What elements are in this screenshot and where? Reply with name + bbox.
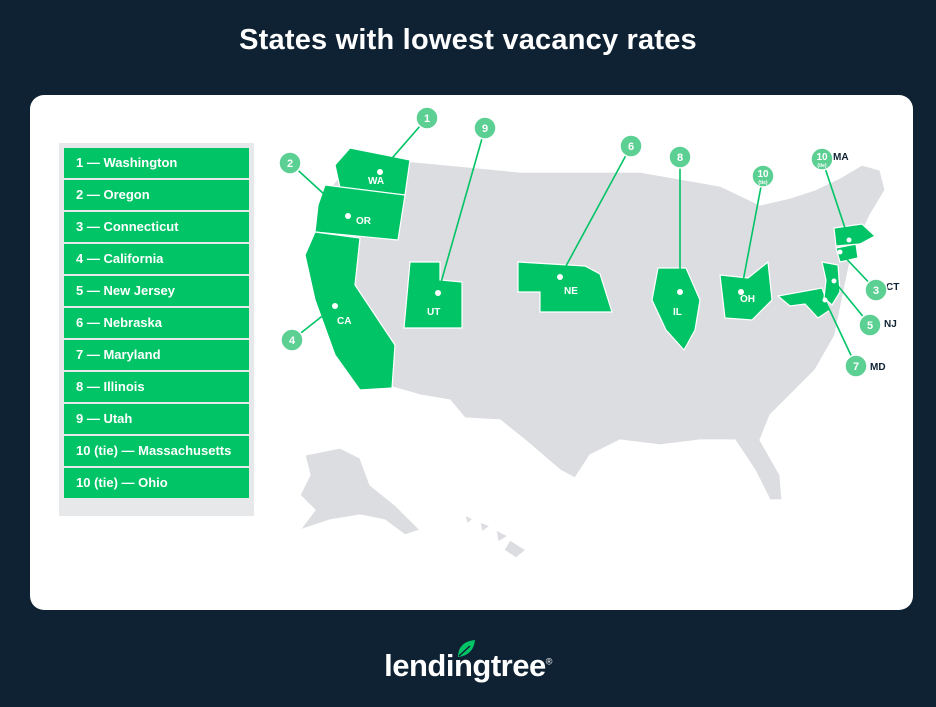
leader-line-md — [824, 299, 857, 367]
svg-text:2: 2 — [287, 158, 293, 170]
state-label-oh: OH — [740, 294, 755, 305]
legend-item: 2 — Oregon — [64, 180, 249, 210]
svg-text:6: 6 — [628, 141, 634, 153]
state-nebraska — [517, 261, 613, 313]
svg-text:1: 1 — [424, 113, 430, 125]
state-dot — [345, 213, 351, 219]
rank-marker-nj: 5 — [858, 313, 882, 337]
svg-text:(tie): (tie) — [817, 163, 827, 169]
state-dot — [435, 290, 441, 296]
legend-item: 6 — Nebraska — [64, 308, 249, 338]
lendingtree-leaf-icon — [458, 640, 475, 657]
svg-text:4: 4 — [289, 335, 296, 347]
state-california — [304, 231, 396, 391]
state-dot — [377, 169, 383, 175]
rank-marker-ma: 10(tie) — [810, 147, 834, 171]
svg-text:(tie): (tie) — [758, 180, 768, 186]
svg-text:5: 5 — [867, 320, 873, 332]
legend-item: 5 — New Jersey — [64, 276, 249, 306]
legend-item: 9 — Utah — [64, 404, 249, 434]
leader-line-ma — [821, 158, 850, 241]
state-label-md: MD — [870, 362, 886, 373]
legend-item: 1 — Washington — [64, 148, 249, 178]
state-maryland — [776, 287, 831, 319]
rank-marker-md: 7 — [844, 354, 868, 378]
state-label-ma: MA — [833, 152, 849, 163]
registered-mark: ® — [545, 656, 553, 667]
state-utah — [403, 261, 463, 329]
state-label-or: OR — [356, 216, 372, 227]
svg-text:10: 10 — [757, 169, 769, 180]
leader-line-wa — [379, 117, 428, 173]
state-oregon — [314, 184, 406, 241]
state-dot — [738, 289, 744, 295]
leader-line-or — [289, 162, 349, 217]
state-dot — [557, 274, 563, 280]
rank-marker-il: 8 — [668, 145, 692, 169]
state-dot — [831, 278, 837, 284]
alaska — [298, 447, 422, 536]
state-labels: WA OR CA UT NE IL OH — [332, 169, 852, 327]
legend-item: 4 — California — [64, 244, 249, 274]
brand-name: lendingtree — [384, 648, 546, 683]
state-label-wa: WA — [368, 176, 384, 187]
hawaii — [464, 513, 528, 559]
us-map: WA OR CA UT NE IL OH MA CT NJ MD 1 2 3 4… — [278, 106, 899, 559]
svg-text:3: 3 — [873, 285, 879, 297]
state-label-ut: UT — [427, 307, 440, 318]
rank-marker-or: 2 — [278, 151, 302, 175]
state-dot — [332, 303, 338, 309]
outer-labels: MA CT NJ MD — [833, 152, 899, 373]
leader-line-ut — [437, 127, 486, 294]
rank-marker-oh: 10(tie) — [751, 164, 775, 188]
rank-marker-ne: 6 — [619, 134, 643, 158]
state-label-il: IL — [673, 307, 682, 318]
page-title: States with lowest vacancy rates — [239, 24, 697, 56]
rank-marker-ut: 9 — [473, 116, 497, 140]
legend-item: 7 — Maryland — [64, 340, 249, 370]
rank-marker-ct: 3 — [864, 278, 888, 302]
legend-item: 10 (tie) — Ohio — [64, 468, 249, 498]
legend-item: 10 (tie) — Massachusetts — [64, 436, 249, 466]
state-dot — [837, 249, 843, 255]
leader-line-ne — [559, 145, 632, 278]
rank-markers: 1 2 3 4 5 6 7 8 9 10(tie) 10(tie) — [278, 106, 888, 378]
rank-marker-wa: 1 — [415, 106, 439, 130]
state-label-ca: CA — [337, 316, 351, 327]
state-ohio — [719, 260, 773, 321]
state-label-nj: NJ — [884, 319, 897, 330]
state-dot — [822, 297, 828, 303]
state-label-ne: NE — [564, 286, 578, 297]
state-illinois — [651, 267, 701, 352]
state-massachusetts — [833, 223, 877, 247]
svg-text:7: 7 — [853, 361, 859, 373]
state-label-ct: CT — [886, 282, 899, 293]
ranking-legend: 1 — Washington 2 — Oregon 3 — Connecticu… — [59, 143, 254, 516]
svg-text:10: 10 — [816, 152, 828, 163]
legend-item: 8 — Illinois — [64, 372, 249, 402]
svg-text:8: 8 — [677, 152, 683, 164]
rank-marker-ca: 4 — [280, 328, 304, 352]
brand-logo: lendingtree® — [0, 648, 936, 684]
state-dot — [677, 289, 683, 295]
legend-item: 3 — Connecticut — [64, 212, 249, 242]
state-new-jersey — [821, 261, 841, 306]
state-dot — [846, 237, 852, 243]
svg-text:9: 9 — [482, 123, 488, 135]
leader-line-oh — [740, 175, 764, 293]
